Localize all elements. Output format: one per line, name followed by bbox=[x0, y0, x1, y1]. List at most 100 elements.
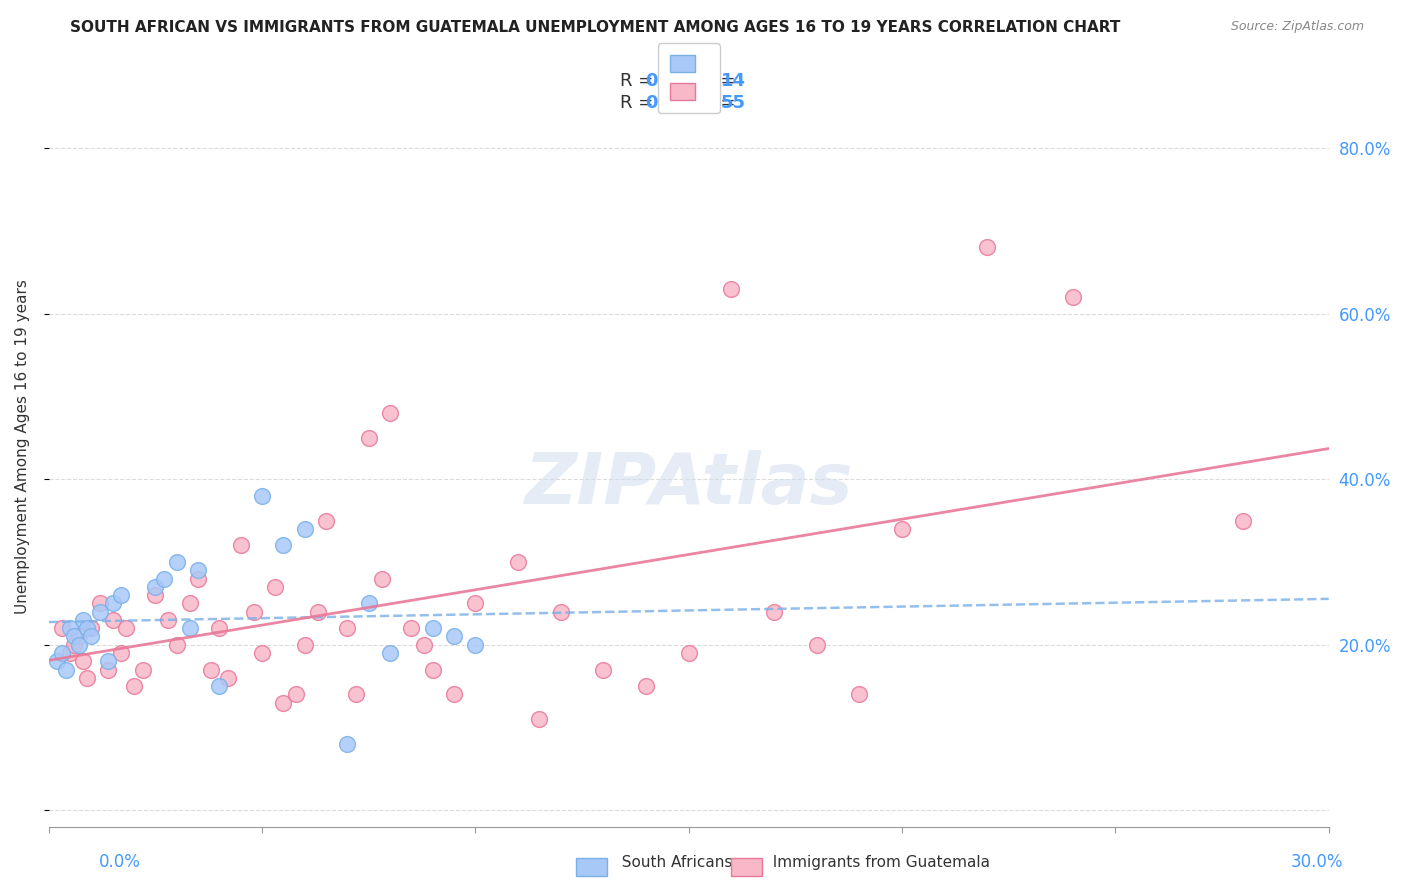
Text: 0.310: 0.310 bbox=[645, 95, 702, 112]
Text: Immigrants from Guatemala: Immigrants from Guatemala bbox=[763, 855, 990, 870]
Point bbox=[678, 646, 700, 660]
Point bbox=[63, 630, 86, 644]
Point bbox=[976, 240, 998, 254]
Point bbox=[378, 406, 401, 420]
Y-axis label: Unemployment Among Ages 16 to 19 years: Unemployment Among Ages 16 to 19 years bbox=[15, 278, 30, 614]
Point bbox=[464, 596, 486, 610]
Point bbox=[59, 621, 82, 635]
Text: 55: 55 bbox=[721, 95, 745, 112]
Text: ZIPAtlas: ZIPAtlas bbox=[524, 450, 853, 518]
Point bbox=[273, 538, 295, 552]
Point bbox=[336, 737, 359, 751]
Point bbox=[200, 663, 222, 677]
Point bbox=[229, 538, 252, 552]
Point bbox=[97, 654, 120, 668]
Point bbox=[264, 580, 287, 594]
Point bbox=[370, 572, 392, 586]
Point bbox=[242, 605, 264, 619]
Text: South Africans: South Africans bbox=[612, 855, 733, 870]
Point bbox=[153, 572, 176, 586]
Point bbox=[51, 646, 73, 660]
Point bbox=[145, 580, 167, 594]
Text: SOUTH AFRICAN VS IMMIGRANTS FROM GUATEMALA UNEMPLOYMENT AMONG AGES 16 TO 19 YEAR: SOUTH AFRICAN VS IMMIGRANTS FROM GUATEMA… bbox=[70, 20, 1121, 35]
Point bbox=[294, 638, 316, 652]
Point bbox=[97, 663, 120, 677]
Point bbox=[315, 514, 337, 528]
Point bbox=[720, 282, 742, 296]
Text: N =: N = bbox=[683, 95, 741, 112]
Point bbox=[80, 630, 103, 644]
Point bbox=[46, 654, 69, 668]
Point bbox=[67, 638, 90, 652]
Point bbox=[76, 621, 98, 635]
Point bbox=[891, 522, 914, 536]
Point bbox=[72, 654, 94, 668]
Point bbox=[443, 687, 465, 701]
Point bbox=[89, 596, 111, 610]
Point bbox=[80, 621, 103, 635]
Point bbox=[378, 646, 401, 660]
Point bbox=[250, 646, 273, 660]
Point bbox=[67, 630, 90, 644]
Point bbox=[51, 621, 73, 635]
Point bbox=[592, 663, 614, 677]
Point bbox=[1062, 290, 1084, 304]
Point bbox=[59, 646, 82, 660]
Point bbox=[344, 687, 367, 701]
Point bbox=[273, 696, 295, 710]
Point bbox=[422, 621, 444, 635]
Point bbox=[122, 679, 145, 693]
Point bbox=[217, 671, 239, 685]
Point bbox=[294, 522, 316, 536]
Point bbox=[101, 596, 124, 610]
Point bbox=[179, 621, 201, 635]
Point bbox=[636, 679, 658, 693]
Point bbox=[114, 621, 136, 635]
Point bbox=[166, 555, 188, 569]
Point bbox=[336, 621, 359, 635]
Point bbox=[208, 621, 231, 635]
Text: 0.0%: 0.0% bbox=[98, 853, 141, 871]
Text: 0.182: 0.182 bbox=[645, 72, 702, 90]
Point bbox=[401, 621, 423, 635]
Point bbox=[157, 613, 180, 627]
Point bbox=[422, 663, 444, 677]
Point bbox=[76, 671, 98, 685]
Point bbox=[550, 605, 572, 619]
Point bbox=[179, 596, 201, 610]
Point bbox=[166, 638, 188, 652]
Point bbox=[848, 687, 870, 701]
Point bbox=[763, 605, 786, 619]
Point bbox=[187, 563, 209, 577]
Point bbox=[357, 596, 380, 610]
Point bbox=[250, 489, 273, 503]
Point bbox=[413, 638, 436, 652]
Point bbox=[307, 605, 329, 619]
Point bbox=[1232, 514, 1254, 528]
Point bbox=[443, 630, 465, 644]
Text: Source: ZipAtlas.com: Source: ZipAtlas.com bbox=[1230, 20, 1364, 33]
Point bbox=[529, 712, 551, 726]
Point bbox=[89, 605, 111, 619]
Point bbox=[131, 663, 153, 677]
Point bbox=[55, 663, 77, 677]
Point bbox=[506, 555, 529, 569]
Point bbox=[101, 613, 124, 627]
Point bbox=[187, 572, 209, 586]
Point bbox=[110, 646, 132, 660]
Point bbox=[357, 431, 380, 445]
Point bbox=[285, 687, 308, 701]
Point bbox=[464, 638, 486, 652]
Point bbox=[63, 638, 86, 652]
Point bbox=[145, 588, 167, 602]
Text: R =: R = bbox=[620, 72, 658, 90]
Point bbox=[110, 588, 132, 602]
Text: R =: R = bbox=[620, 95, 658, 112]
Legend: , : , bbox=[658, 43, 720, 113]
Point bbox=[208, 679, 231, 693]
Text: 30.0%: 30.0% bbox=[1291, 853, 1343, 871]
Point bbox=[806, 638, 828, 652]
Text: N =: N = bbox=[683, 72, 741, 90]
Text: 14: 14 bbox=[721, 72, 745, 90]
Point bbox=[72, 613, 94, 627]
